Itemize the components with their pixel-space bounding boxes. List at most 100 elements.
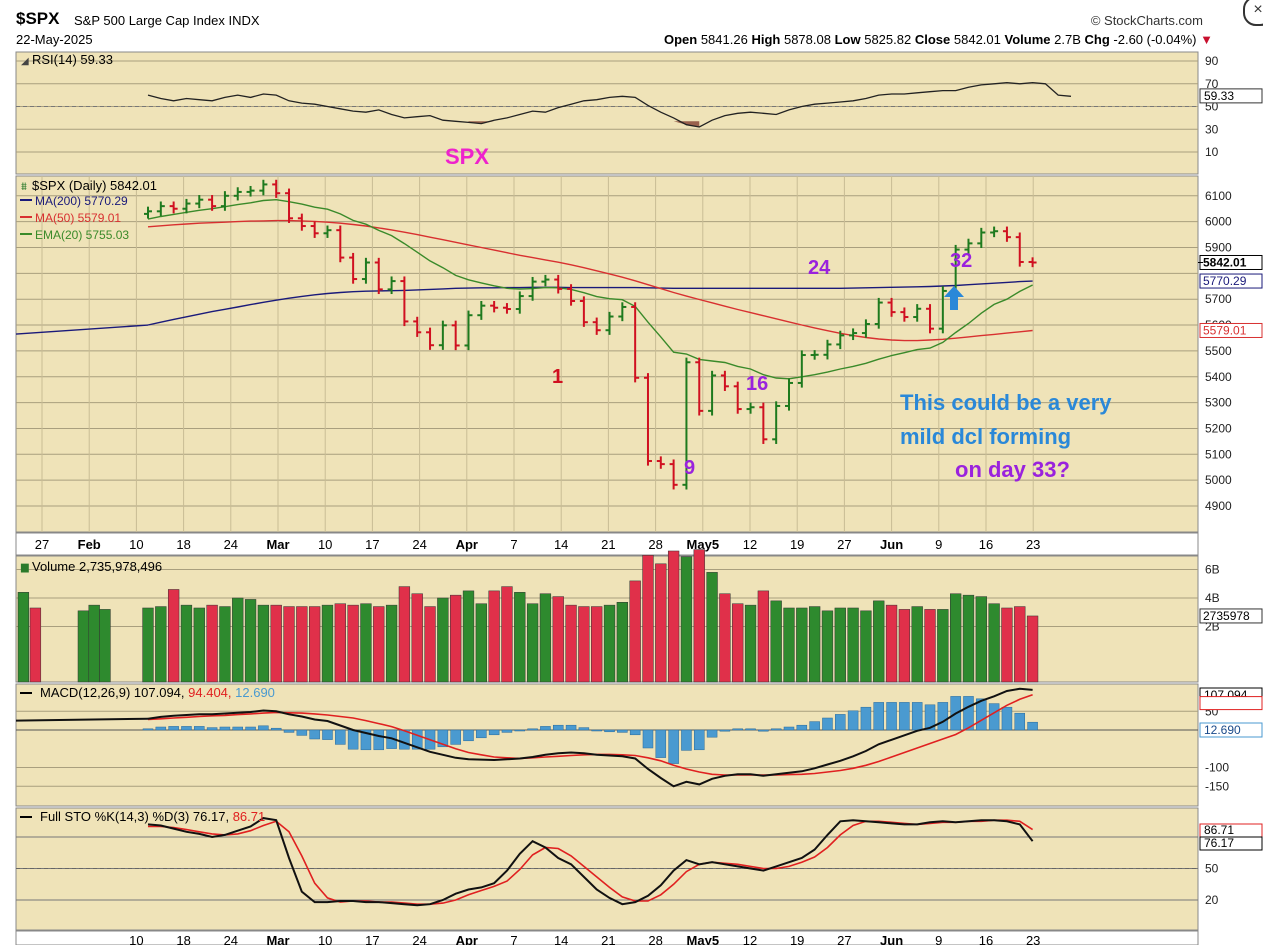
bottom-date-axis bbox=[15, 930, 1199, 945]
macd-histogram-bar bbox=[629, 729, 641, 736]
date-tick-label: 21 bbox=[601, 537, 615, 552]
date-tick-label: 10 bbox=[129, 537, 143, 552]
macd-histogram-bar bbox=[450, 729, 461, 745]
macd-histogram-bar bbox=[860, 706, 872, 731]
macd-hist-box bbox=[1199, 722, 1263, 738]
macd-histogram-bar bbox=[1014, 712, 1026, 731]
price-tick-label: 5500 bbox=[1205, 344, 1232, 358]
annotation-line-3: on day 33? bbox=[955, 457, 1070, 482]
rsi-tick-label: 30 bbox=[1205, 122, 1219, 136]
ma200-box bbox=[1199, 273, 1263, 289]
volume-bar bbox=[783, 607, 795, 683]
bottom-date-tick-label: 10 bbox=[318, 933, 332, 945]
sto-tick-label: 50 bbox=[1205, 862, 1219, 876]
volume-bar bbox=[232, 597, 244, 683]
ma50-line bbox=[147, 219, 1033, 342]
macd-histogram-bar bbox=[732, 728, 743, 731]
date-tick-label: 17 bbox=[365, 537, 379, 552]
price-tick-label: 5400 bbox=[1205, 370, 1232, 384]
macd-histogram-bar bbox=[809, 721, 820, 731]
volume-bar bbox=[450, 594, 462, 683]
macd-histogram-bar bbox=[437, 729, 449, 748]
volume-bar bbox=[552, 596, 564, 683]
volume-bar bbox=[219, 606, 231, 683]
macd-histogram-bar bbox=[847, 710, 859, 731]
macd-histogram-bar bbox=[719, 729, 731, 732]
rsi-oversold-fill bbox=[468, 121, 700, 127]
volume-bar bbox=[860, 610, 872, 683]
quote-line: Open 5841.26 High 5878.08 Low 5825.82 Cl… bbox=[663, 32, 1213, 47]
price-tick-label: 5200 bbox=[1205, 421, 1232, 435]
volume-bar bbox=[873, 600, 885, 683]
rsi-icon: ◢ bbox=[21, 56, 29, 67]
macd-histogram-bar bbox=[578, 727, 590, 731]
bottom-date-tick-label: Apr bbox=[456, 933, 478, 945]
volume-bar bbox=[655, 563, 667, 683]
volume-bar bbox=[283, 606, 295, 683]
macd-histogram-bar bbox=[1001, 706, 1013, 731]
symbol-title: $SPX bbox=[16, 9, 60, 28]
volume-bar bbox=[693, 549, 705, 683]
bottom-date-tick-label: 10 bbox=[129, 933, 143, 945]
volume-value: 2.7B bbox=[1054, 32, 1081, 47]
close-icon[interactable]: × bbox=[1243, 0, 1263, 26]
bottom-date-tick-label: 18 bbox=[176, 933, 190, 945]
volume-bar bbox=[680, 556, 693, 683]
volume-bar bbox=[642, 555, 654, 683]
volume-bar bbox=[99, 609, 111, 683]
macd-tick-label: -100 bbox=[1205, 761, 1229, 775]
volume-bar bbox=[821, 610, 834, 683]
macd-histogram-bar bbox=[527, 728, 538, 731]
rsi-current-label: 59.33 bbox=[1204, 89, 1234, 103]
price-tick-label: 5300 bbox=[1205, 396, 1232, 410]
macd-histogram-bar bbox=[335, 729, 346, 745]
volume-bar bbox=[296, 606, 308, 683]
price-tick-label: 6000 bbox=[1205, 215, 1232, 229]
volume-bar bbox=[565, 604, 577, 683]
price-tick-label: 5000 bbox=[1205, 473, 1232, 487]
chart-date: 22-May-2025 bbox=[16, 32, 93, 47]
macd-histogram-bar bbox=[168, 726, 179, 731]
macd-histogram-bar bbox=[745, 728, 756, 731]
macd-panel bbox=[15, 683, 1199, 807]
volume-bar bbox=[29, 607, 42, 683]
volume-bar bbox=[321, 604, 334, 683]
bottom-date-tick-label: Mar bbox=[266, 933, 289, 945]
macd-histogram-bar bbox=[309, 729, 320, 740]
up-arrow-icon bbox=[944, 286, 964, 310]
volume-bar bbox=[796, 607, 808, 683]
price-tick-label: 6100 bbox=[1205, 189, 1232, 203]
volume-bar bbox=[770, 600, 782, 683]
macd-histogram-bar bbox=[694, 729, 705, 751]
volume-bar bbox=[17, 592, 30, 683]
date-tick-label: 24 bbox=[412, 537, 426, 552]
macd-histogram-bar bbox=[758, 729, 769, 732]
macd-histogram-bar bbox=[655, 729, 667, 758]
high-value: 5878.08 bbox=[783, 32, 831, 47]
macd-histogram-bar bbox=[476, 729, 487, 739]
macd-histogram-bar bbox=[142, 728, 154, 731]
volume-bar bbox=[270, 604, 282, 683]
ma200-label: 5770.29 bbox=[1203, 274, 1247, 288]
volume-bar bbox=[988, 603, 1000, 683]
annotation-24: 24 bbox=[808, 257, 831, 279]
volume-value-box bbox=[1199, 608, 1263, 624]
annotation-16: 16 bbox=[746, 373, 768, 395]
annotation-9: 9 bbox=[684, 457, 695, 479]
ma200-legend: MA(200) 5770.29 bbox=[35, 194, 128, 208]
macd-histogram-bar bbox=[463, 729, 474, 742]
volume-bar bbox=[591, 606, 603, 683]
bottom-date-tick-label: 16 bbox=[979, 933, 993, 945]
volume-bar bbox=[257, 604, 270, 683]
macd-histogram-bar bbox=[899, 702, 910, 731]
macd-line bbox=[147, 687, 1033, 788]
sto-d-line bbox=[148, 819, 1034, 906]
volume-bar bbox=[898, 609, 911, 683]
bottom-date-tick-label: 24 bbox=[412, 933, 426, 945]
ema20-line bbox=[147, 198, 1033, 380]
volume-bar bbox=[1026, 615, 1039, 683]
volume-bar bbox=[885, 604, 898, 683]
macd-tick-label: -150 bbox=[1205, 779, 1229, 793]
macd-histogram-bar bbox=[591, 729, 602, 732]
ma200-line bbox=[147, 280, 1033, 326]
